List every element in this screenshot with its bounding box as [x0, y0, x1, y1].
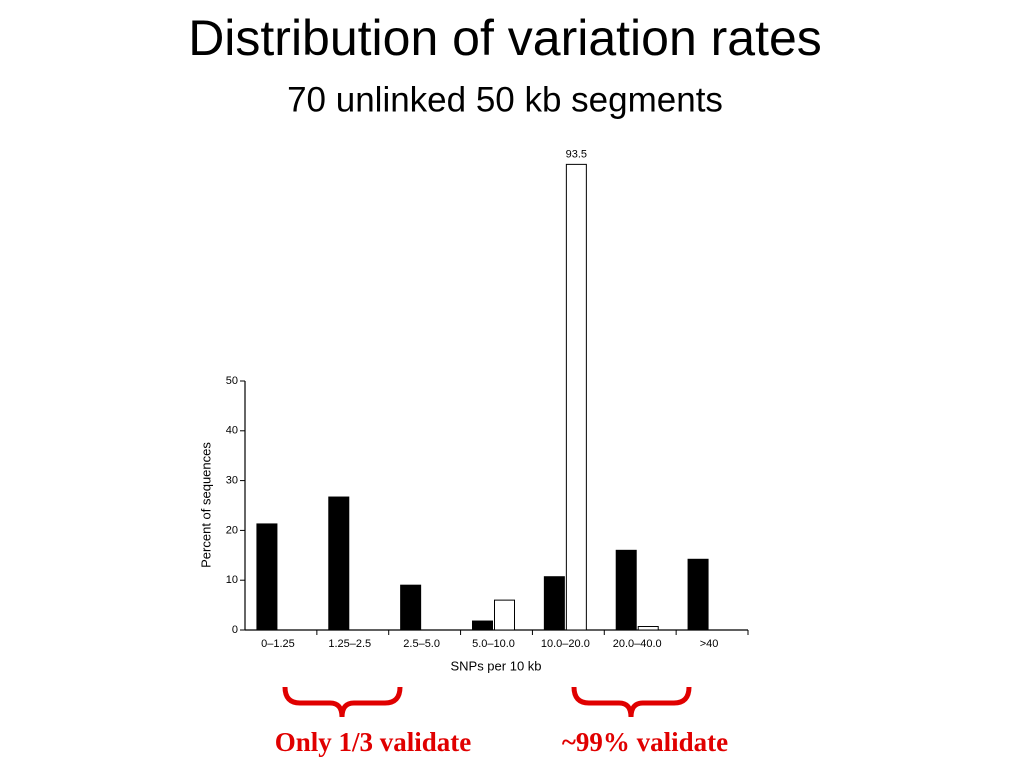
value-label: 93.5: [566, 148, 587, 160]
bar: [543, 576, 565, 631]
brace: [282, 686, 403, 718]
bar: [400, 584, 422, 631]
y-tick-label: 20: [226, 524, 238, 536]
bar: [256, 523, 278, 631]
y-tick-label: 30: [226, 475, 238, 487]
chart-subtitle: 70 unlinked 50 kb segments: [287, 80, 723, 119]
x-tick-label: 10.0–20.0: [541, 638, 590, 650]
chart-title: Distribution of variation rates: [188, 10, 822, 66]
bar: [687, 558, 709, 631]
x-tick-label: 2.5–5.0: [403, 638, 440, 650]
bar: [565, 163, 587, 631]
brace: [571, 686, 692, 718]
annotation: Only 1/3 validate: [275, 727, 472, 757]
bar: [615, 549, 637, 631]
x-tick-label: 1.25–2.5: [328, 638, 371, 650]
x-axis-label: SNPs per 10 kb: [450, 658, 541, 673]
bar: [472, 620, 493, 631]
annotation: ~99% validate: [562, 727, 728, 757]
bar: [637, 626, 659, 631]
bar: [494, 599, 515, 631]
y-tick-label: 50: [226, 375, 238, 387]
x-tick-label: 0–1.25: [261, 638, 295, 650]
x-tick-label: >40: [700, 638, 719, 650]
y-tick-label: 10: [226, 574, 238, 586]
x-tick-label: 5.0–10.0: [472, 638, 515, 650]
y-tick-label: 40: [226, 425, 238, 437]
y-tick-label: 0: [232, 624, 238, 636]
bar: [328, 496, 350, 631]
y-axis-label: Percent of sequences: [198, 442, 213, 568]
x-tick-label: 20.0–40.0: [613, 638, 662, 650]
